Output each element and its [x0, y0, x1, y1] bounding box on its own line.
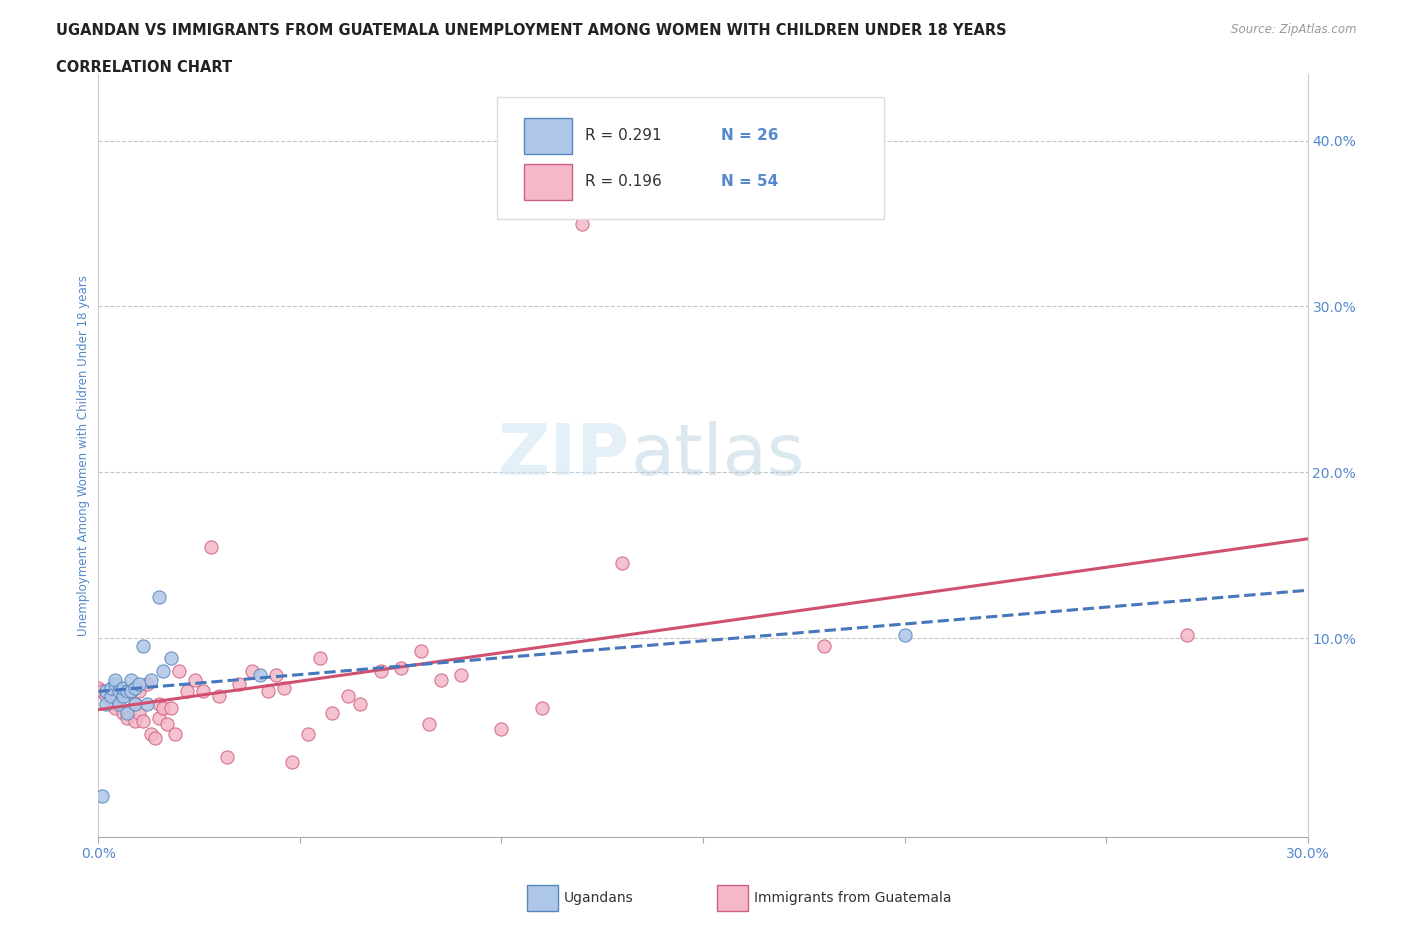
- Point: [135, 677, 157, 692]
- Text: N = 54: N = 54: [721, 174, 779, 189]
- Point: [321, 705, 343, 720]
- Point: [91, 788, 114, 803]
- Point: [124, 713, 146, 728]
- Point: [100, 694, 122, 709]
- Point: [128, 684, 150, 698]
- Point: [450, 667, 472, 682]
- Point: [103, 700, 125, 715]
- Point: [264, 667, 287, 682]
- Point: [240, 664, 263, 679]
- Point: [309, 650, 332, 665]
- Point: [163, 726, 186, 741]
- Point: [115, 705, 138, 720]
- Point: [128, 705, 150, 720]
- Point: [111, 681, 134, 696]
- Point: [135, 697, 157, 711]
- Point: [167, 664, 190, 679]
- Point: [139, 726, 162, 741]
- Point: [156, 717, 179, 732]
- Point: [143, 730, 166, 745]
- Point: [160, 700, 183, 715]
- Point: [297, 726, 319, 741]
- Text: atlas: atlas: [630, 421, 804, 490]
- Text: CORRELATION CHART: CORRELATION CHART: [56, 60, 232, 75]
- Point: [100, 681, 122, 696]
- Point: [530, 700, 553, 715]
- Text: Ugandans: Ugandans: [564, 891, 634, 906]
- Point: [128, 677, 150, 692]
- Point: [124, 681, 146, 696]
- Point: [389, 660, 412, 675]
- FancyBboxPatch shape: [498, 98, 884, 219]
- Point: [256, 684, 278, 698]
- Point: [337, 688, 360, 703]
- Point: [176, 684, 198, 698]
- Point: [193, 684, 215, 698]
- Y-axis label: Unemployment Among Women with Children Under 18 years: Unemployment Among Women with Children U…: [77, 275, 90, 636]
- Point: [100, 688, 122, 703]
- FancyBboxPatch shape: [524, 164, 572, 200]
- Point: [87, 681, 110, 696]
- Point: [107, 697, 129, 711]
- Point: [152, 700, 174, 715]
- Point: [430, 672, 453, 687]
- Point: [409, 644, 432, 658]
- Point: [273, 681, 295, 696]
- Point: [124, 697, 146, 711]
- Text: N = 26: N = 26: [721, 128, 779, 143]
- Point: [418, 717, 440, 732]
- Text: Source: ZipAtlas.com: Source: ZipAtlas.com: [1232, 23, 1357, 36]
- Point: [152, 664, 174, 679]
- Text: R = 0.291: R = 0.291: [585, 128, 661, 143]
- Point: [120, 672, 142, 687]
- Text: UGANDAN VS IMMIGRANTS FROM GUATEMALA UNEMPLOYMENT AMONG WOMEN WITH CHILDREN UNDE: UGANDAN VS IMMIGRANTS FROM GUATEMALA UNE…: [56, 23, 1007, 38]
- Point: [115, 711, 138, 725]
- Point: [249, 667, 271, 682]
- Point: [96, 684, 118, 698]
- Point: [281, 755, 304, 770]
- Point: [132, 713, 155, 728]
- Point: [370, 664, 392, 679]
- Point: [96, 697, 118, 711]
- Point: [115, 684, 138, 698]
- Point: [160, 650, 183, 665]
- FancyBboxPatch shape: [524, 118, 572, 154]
- Point: [103, 672, 125, 687]
- Point: [91, 684, 114, 698]
- Text: ZIP: ZIP: [498, 421, 630, 490]
- Point: [96, 688, 118, 703]
- Point: [349, 697, 371, 711]
- Point: [813, 639, 835, 654]
- Point: [184, 672, 207, 687]
- Point: [148, 711, 170, 725]
- Point: [111, 688, 134, 703]
- Point: [148, 697, 170, 711]
- Text: Immigrants from Guatemala: Immigrants from Guatemala: [754, 891, 950, 906]
- Point: [491, 722, 513, 737]
- Point: [120, 684, 142, 698]
- Point: [103, 697, 125, 711]
- Point: [217, 750, 239, 764]
- Point: [571, 216, 593, 231]
- Point: [139, 672, 162, 687]
- Point: [111, 705, 134, 720]
- Point: [103, 677, 125, 692]
- Point: [148, 590, 170, 604]
- Point: [124, 697, 146, 711]
- Point: [208, 688, 231, 703]
- Point: [107, 684, 129, 698]
- Point: [200, 539, 222, 554]
- Text: R = 0.196: R = 0.196: [585, 174, 661, 189]
- Point: [132, 639, 155, 654]
- Point: [612, 556, 634, 571]
- Point: [1175, 628, 1198, 643]
- Point: [893, 628, 915, 643]
- Point: [120, 684, 142, 698]
- Point: [228, 677, 250, 692]
- Point: [107, 681, 129, 696]
